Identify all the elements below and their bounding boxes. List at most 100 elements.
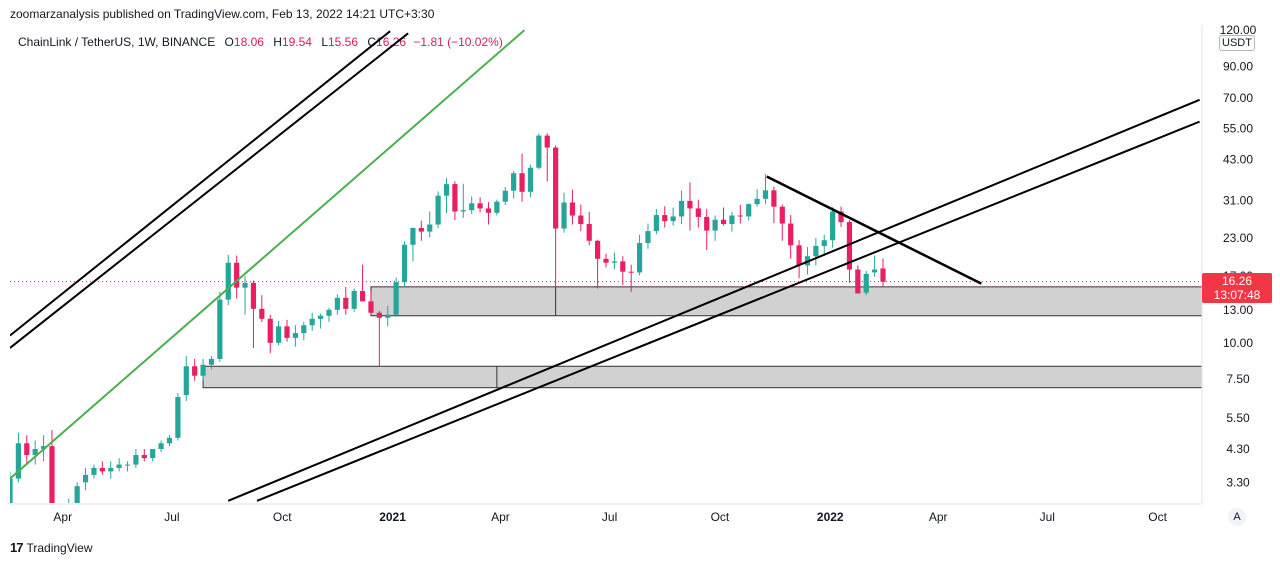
candle-body [124, 464, 131, 466]
candle-body [401, 244, 408, 283]
price-tick-label: 7.50 [1226, 372, 1250, 386]
candle-body [762, 190, 769, 199]
candle-body [343, 297, 349, 309]
candle-body [527, 167, 534, 192]
candle-body [259, 308, 265, 319]
candle-body [460, 210, 466, 212]
candle-body [443, 184, 450, 196]
channel-line [10, 32, 409, 349]
candle-body [620, 261, 626, 272]
high-label: H [273, 35, 282, 49]
candle-body [485, 208, 492, 213]
candle-body [687, 200, 693, 209]
channel-line [10, 30, 391, 337]
candle-body [192, 366, 198, 376]
candle-body [586, 224, 592, 241]
candle-body [175, 397, 181, 438]
candle-body [82, 474, 89, 483]
price-chart[interactable]: 120.0090.0070.0055.0043.0031.0023.0017.0… [0, 0, 1280, 540]
price-tick-label: 23.00 [1223, 231, 1253, 245]
footer-brand-name: TradingView [26, 540, 93, 555]
candle-body [494, 201, 500, 213]
candle-body [267, 318, 273, 343]
candle-body [452, 184, 458, 212]
tradingview-logo-icon: 17 [10, 540, 24, 555]
price-tick-label: 43.00 [1223, 152, 1253, 166]
candle-body [662, 215, 668, 222]
candle-body [636, 243, 643, 273]
candle-body [645, 231, 651, 244]
price-tick-label: 55.00 [1223, 121, 1253, 135]
candle-body [855, 269, 861, 294]
candle-body [410, 228, 416, 245]
price-unit-selector[interactable]: USDT [1219, 35, 1255, 51]
channel-line [256, 120, 1200, 502]
price-tick-label: 5.50 [1226, 411, 1250, 425]
descending-line [766, 175, 982, 285]
candle-body [351, 290, 357, 309]
candle-body [284, 326, 290, 338]
candle-body [653, 215, 659, 232]
candle-body [830, 211, 836, 241]
time-tick-label: Oct [1148, 510, 1167, 524]
candle-body [746, 204, 752, 217]
auto-scale-button[interactable]: A [1228, 508, 1246, 526]
time-tick-label: Jul [602, 510, 617, 524]
last-price-value: 16.26 [1221, 274, 1253, 288]
candle-body [779, 206, 785, 224]
candle-body [141, 455, 147, 459]
candle-body [536, 135, 542, 168]
candle-body [393, 282, 399, 315]
candle-body [133, 455, 139, 465]
plot-area [10, 29, 1202, 503]
candle-body [695, 208, 701, 217]
candle-body [729, 215, 735, 225]
candle-body [376, 312, 382, 318]
candle-body [863, 273, 869, 293]
candle-body [385, 314, 391, 318]
candle-body [788, 223, 794, 246]
trend-line [10, 29, 526, 480]
close-label: C [367, 35, 377, 49]
candle-body [704, 216, 710, 231]
time-tick-label: Oct [273, 510, 292, 524]
low-label: L [321, 35, 328, 49]
open-label: O [224, 35, 234, 49]
candle-body [158, 443, 164, 450]
change-value: −1.81 (−10.02%) [413, 35, 503, 49]
symbol-legend: ChainLink / TetherUS, 1W, BINANCE O18.06… [18, 35, 503, 49]
candle-body [720, 219, 727, 225]
candle-body [771, 190, 777, 207]
candle-body [150, 449, 156, 459]
candle-body [796, 245, 802, 266]
high-value: 19.54 [281, 35, 312, 49]
price-tick-label: 10.00 [1223, 336, 1253, 350]
candle-body [435, 195, 441, 225]
candle-body [74, 486, 80, 503]
candle-body [217, 299, 223, 359]
candle-body [242, 282, 248, 288]
candle-body [427, 224, 433, 232]
time-tick-label: Apr [53, 510, 72, 524]
price-tick-label: 70.00 [1223, 91, 1253, 105]
candle-body [326, 309, 332, 316]
candle-body [813, 245, 819, 257]
candle-body [678, 200, 685, 217]
candle-body [469, 203, 475, 211]
candle-body [712, 219, 718, 231]
candle-body [317, 315, 324, 319]
candle-body [166, 437, 173, 444]
candle-body [24, 443, 30, 456]
candle-body [846, 222, 853, 270]
time-tick-label: Apr [929, 510, 948, 524]
support-zone [202, 365, 1202, 389]
open-value: 18.06 [233, 35, 264, 49]
time-tick-label: 2021 [379, 510, 406, 524]
candle-body [32, 449, 38, 456]
candle-body [838, 211, 844, 223]
candle-body [670, 216, 676, 222]
candle-body [208, 358, 215, 365]
time-tick-label: 2022 [817, 510, 844, 524]
time-tick-label: Jul [1040, 510, 1055, 524]
candle-body [334, 297, 340, 310]
